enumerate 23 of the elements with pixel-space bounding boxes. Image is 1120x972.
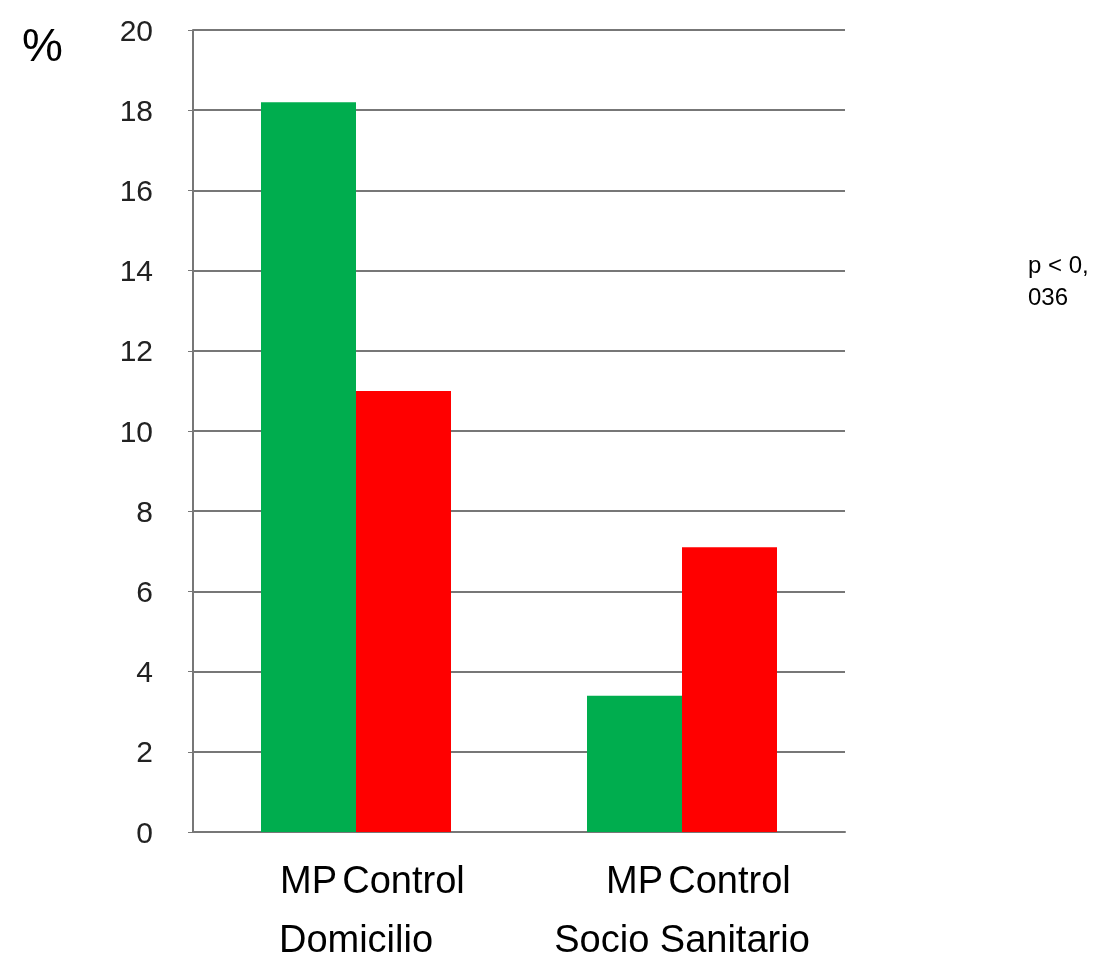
x-tick-label: Socio Sanitario	[554, 918, 810, 960]
text: Control	[668, 859, 791, 901]
y-tick-label: 8	[136, 494, 153, 528]
y-tick-label: 0	[136, 815, 153, 849]
x-tick-label: Domicilio	[278, 918, 434, 960]
y-tick-label: 18	[119, 93, 153, 127]
bar	[261, 102, 356, 832]
y-tick-label: 4	[136, 655, 153, 689]
text: MP	[606, 859, 663, 901]
series-label: Control	[342, 859, 465, 901]
y-tick-label: 14	[119, 254, 153, 288]
y-tick-label: 20	[119, 13, 153, 47]
y-tick-label: 6	[136, 574, 153, 608]
y-tick-label: 16	[119, 173, 153, 207]
y-tick-label: 10	[119, 414, 153, 448]
bar	[682, 547, 777, 832]
bar	[587, 695, 682, 832]
y-tick-label: 2	[136, 735, 153, 769]
bar	[356, 390, 451, 832]
y-axis-title: %	[22, 19, 63, 71]
text: p < 0,036	[1028, 250, 1089, 310]
y-tick-label: 12	[119, 334, 153, 368]
series-label: MP	[280, 859, 337, 901]
